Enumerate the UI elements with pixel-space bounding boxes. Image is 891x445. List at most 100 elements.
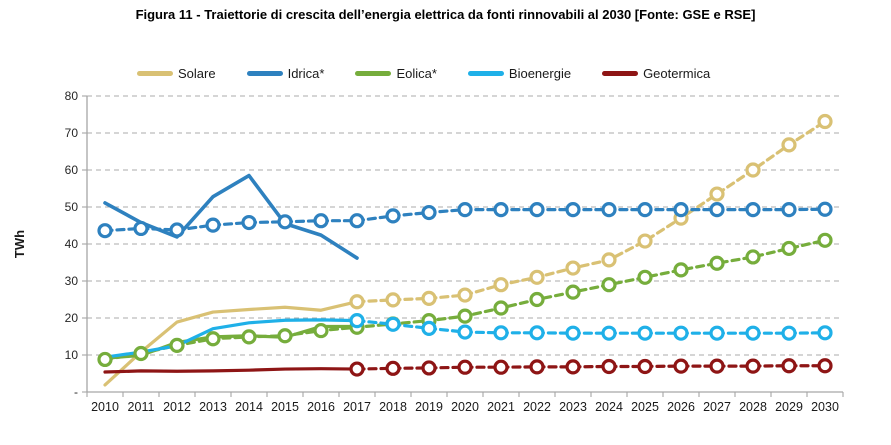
x-tick-label: 2022 — [523, 400, 551, 414]
data-point-marker — [529, 325, 545, 341]
data-point-marker — [673, 358, 689, 374]
data-point-marker — [637, 269, 653, 285]
x-tick-label: 2015 — [271, 400, 299, 414]
x-tick-label: 2016 — [307, 400, 335, 414]
data-point-marker — [457, 308, 473, 324]
y-tick-label: 10 — [65, 348, 79, 362]
data-point-marker — [493, 359, 509, 375]
x-tick-label: 2026 — [667, 400, 695, 414]
data-point-marker — [817, 113, 833, 130]
data-point-marker — [457, 324, 473, 340]
chart-title: Figura 11 - Traiettorie di crescita dell… — [135, 7, 756, 22]
data-point-marker — [673, 262, 689, 278]
x-tick-label: 2012 — [163, 400, 191, 414]
data-point-marker — [205, 217, 221, 233]
x-tick-label: 2025 — [631, 400, 659, 414]
data-point-marker — [529, 269, 545, 285]
legend-swatch — [355, 71, 392, 76]
data-point-marker — [349, 294, 365, 310]
data-point-marker — [349, 361, 365, 377]
data-point-marker — [205, 331, 221, 347]
data-point-marker — [781, 240, 797, 257]
data-point-marker — [457, 201, 473, 218]
data-point-marker — [385, 360, 401, 376]
y-tick-label: 70 — [65, 126, 79, 140]
legend-item-idrica: Idrica* — [246, 66, 324, 81]
data-point-marker — [601, 201, 617, 218]
data-point-marker — [565, 359, 581, 375]
data-point-marker — [817, 201, 833, 217]
data-point-marker — [529, 291, 545, 308]
data-point-marker — [781, 325, 797, 341]
y-tick-label: - — [74, 385, 78, 399]
data-point-marker — [781, 137, 797, 153]
data-point-marker — [457, 359, 473, 375]
x-tick-label: 2028 — [739, 400, 767, 414]
data-point-marker — [241, 329, 257, 345]
x-tick-label: 2018 — [379, 400, 407, 414]
data-point-marker — [709, 325, 725, 341]
x-tick-label: 2010 — [91, 400, 119, 414]
data-point-marker — [709, 255, 725, 271]
chart-legend: Solare Idrica* Eolica* Bioenergie Geotermica — [137, 66, 710, 81]
legend-label: Geotermica — [643, 66, 711, 81]
data-point-marker — [349, 312, 365, 329]
data-point-marker — [97, 223, 113, 239]
legend-swatch — [137, 71, 173, 76]
data-point-marker — [493, 201, 509, 218]
data-point-marker — [709, 201, 725, 218]
data-point-marker — [529, 201, 545, 218]
data-point-marker — [637, 358, 653, 375]
data-point-marker — [781, 358, 797, 374]
legend-item-bioenergie: Bioenergie — [467, 66, 572, 81]
data-point-marker — [277, 328, 293, 344]
x-tick-label: 2030 — [811, 400, 839, 414]
data-point-marker — [457, 287, 473, 303]
data-point-marker — [781, 201, 797, 218]
y-tick-label: 50 — [65, 200, 79, 214]
legend-item-geotermica: Geotermica — [602, 66, 710, 81]
y-tick-label: 60 — [65, 163, 79, 177]
series-line-geotermica-storico- — [103, 367, 359, 374]
data-point-marker — [601, 277, 617, 293]
data-point-marker — [133, 220, 149, 237]
data-point-marker — [673, 201, 689, 218]
data-point-marker — [601, 358, 617, 375]
series-line-solare-storico- — [103, 300, 359, 387]
data-point-marker — [637, 233, 653, 249]
data-point-marker — [745, 358, 761, 374]
data-point-marker — [709, 186, 725, 202]
data-point-marker — [601, 252, 617, 268]
data-point-marker — [745, 162, 761, 178]
data-point-marker — [493, 300, 509, 316]
legend-label: Bioenergie — [508, 66, 572, 81]
x-tick-label: 2014 — [235, 400, 263, 414]
data-point-marker — [241, 214, 257, 231]
data-point-marker — [745, 201, 761, 218]
data-point-marker — [745, 249, 761, 265]
x-tick-label: 2019 — [415, 400, 443, 414]
data-point-marker — [169, 337, 185, 353]
data-point-marker — [97, 351, 113, 368]
data-point-marker — [637, 201, 653, 218]
legend-swatch — [602, 71, 639, 76]
x-tick-label: 2029 — [775, 400, 803, 414]
data-point-marker — [313, 213, 329, 229]
data-point-marker — [565, 201, 581, 218]
x-tick-label: 2017 — [343, 400, 371, 414]
x-tick-label: 2023 — [559, 400, 587, 414]
x-tick-label: 2024 — [595, 400, 623, 414]
data-point-marker — [817, 232, 833, 248]
x-tick-label: 2013 — [199, 400, 227, 414]
y-tick-label: 80 — [65, 89, 79, 103]
data-point-marker — [385, 292, 401, 308]
data-point-marker — [349, 213, 365, 229]
legend-label: Eolica* — [396, 66, 437, 81]
data-point-marker — [673, 325, 689, 341]
data-point-marker — [277, 214, 293, 230]
y-tick-label: 30 — [65, 274, 79, 288]
x-tick-label: 2027 — [703, 400, 731, 414]
data-point-marker — [745, 325, 761, 341]
y-axis-title: TWh — [12, 230, 27, 258]
data-point-marker — [817, 325, 833, 341]
